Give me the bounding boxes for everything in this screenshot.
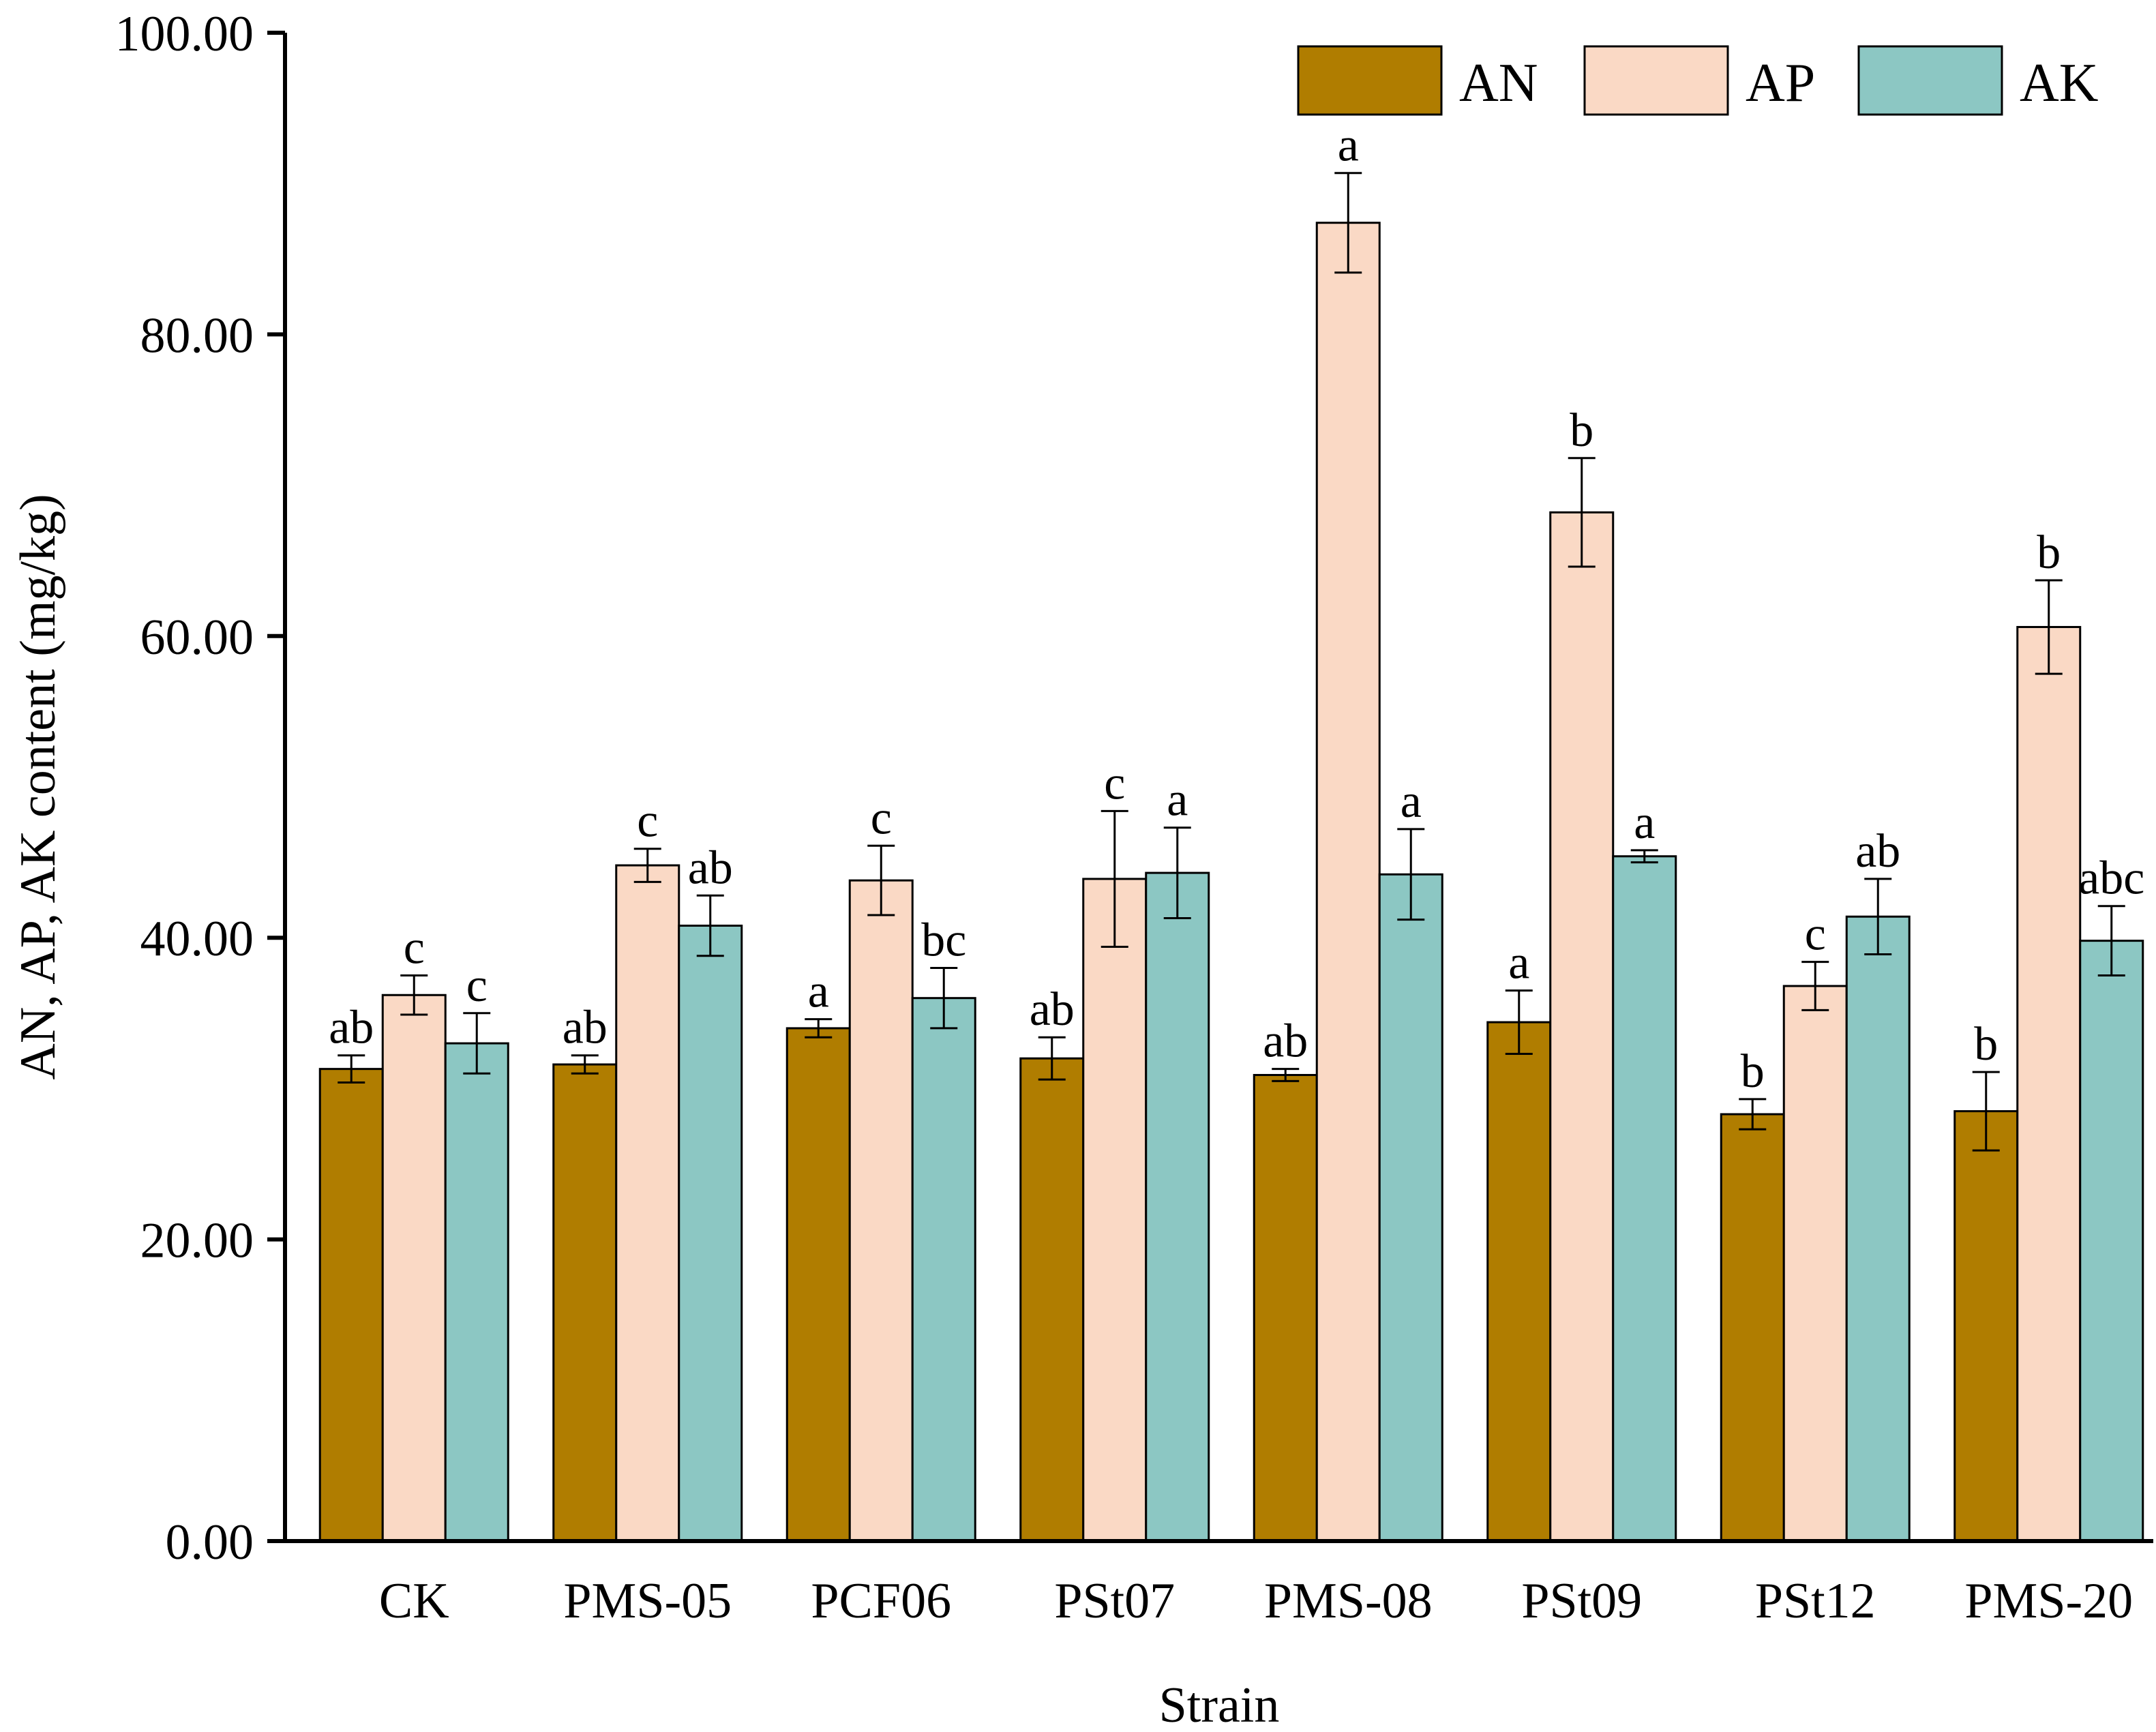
significance-label: c [871,792,892,844]
error-bars-layer [338,172,2125,1152]
y-tick-label: 100.00 [115,6,254,62]
x-category-label: PMS-08 [1264,1573,1433,1629]
bar-an [552,1063,618,1542]
legend-label-an: AN [1459,53,1538,113]
significance-label: a [1167,774,1188,826]
bar-ak [1145,871,1210,1542]
bar-an [1019,1057,1085,1542]
significance-label: c [404,922,425,974]
significance-label: ab [1263,1015,1308,1068]
bars-layer [318,222,2144,1542]
bar-an [1720,1113,1785,1542]
y-ticks: 0.00 20.00 40.00 60.00 80.00 100.00 [115,6,285,1570]
significance-label: b [1741,1045,1765,1098]
significance-label: b [1570,404,1593,457]
bar-an [1953,1110,2019,1542]
legend-swatch-ap [1583,45,1729,116]
y-tick-label: 60.00 [140,610,254,666]
significance-label: a [1401,775,1422,828]
bar-an [1253,1073,1318,1542]
legend: AN AP AK [1297,45,2099,116]
x-axis-title: Strain [1159,1677,1280,1732]
bar-ap [2016,626,2082,1542]
bar-ap [1782,985,1848,1542]
bar-ak [678,925,743,1542]
axes [283,33,2153,1543]
x-category-labels: CK PMS-05 PCF06 PSt07 PMS-08 PSt09 PSt12 PMS-20 [379,1573,2133,1629]
x-category-label: PSt12 [1755,1573,1876,1629]
bar-an [785,1027,851,1542]
significance-label: c [1104,757,1125,809]
bar-ak [2079,940,2144,1542]
y-axis-title: AN, AP, AK content (mg/kg) [10,494,66,1079]
y-tick-label: 80.00 [140,308,254,363]
x-category-label: PMS-05 [563,1573,732,1629]
legend-swatch-ak [1857,45,2003,116]
bar-ap [848,879,914,1542]
x-category-label: PSt07 [1054,1573,1175,1629]
x-category-label: PSt09 [1521,1573,1642,1629]
significance-label: b [1974,1018,1998,1071]
y-tick-label: 20.00 [140,1213,254,1269]
bar-ap [1315,222,1381,1542]
significance-label: ab [688,841,733,894]
bar-ap [381,994,447,1542]
x-category-label: PCF06 [811,1573,951,1629]
y-tick-label: 40.00 [140,911,254,967]
significance-label: ab [563,1002,608,1054]
x-category-label: PMS-20 [1964,1573,2133,1629]
bar-ak [911,997,976,1542]
significance-label: ab [1855,825,1900,878]
significance-label: b [2037,526,2061,579]
bar-ak [1612,855,1677,1542]
x-category-label: CK [379,1573,449,1629]
significance-label: a [1508,937,1529,989]
y-tick-label: 0.00 [166,1514,254,1570]
bar-an [318,1068,384,1542]
legend-label-ap: AP [1746,53,1815,113]
significance-label: c [466,959,488,1012]
bar-an [1486,1021,1552,1542]
legend-label-ak: AK [2020,53,2099,113]
bar-ak [1378,873,1443,1542]
bar-ap [1549,511,1615,1542]
bar-ap [1082,878,1148,1542]
significance-label: abc [2078,852,2144,905]
legend-swatch-an [1297,45,1443,116]
significance-label: c [637,795,658,848]
bar-ak [1845,915,1911,1542]
significance-label: a [1634,796,1655,849]
bar-ak [444,1042,509,1542]
significance-label: ab [329,1002,374,1054]
significance-label: c [1805,908,1826,961]
significance-label: bc [921,914,966,966]
significance-label: a [808,966,829,1018]
bar-ap [615,864,680,1542]
significance-label: a [1338,119,1359,172]
significance-label: ab [1030,983,1075,1036]
